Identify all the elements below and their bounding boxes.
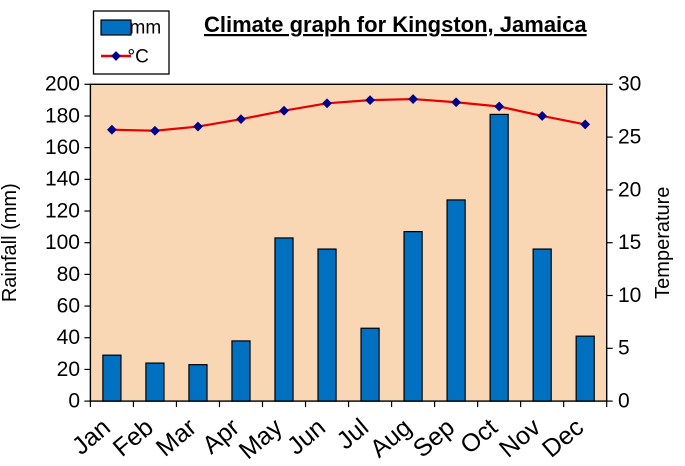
svg-text:Climate graph for Kingston, Ja: Climate graph for Kingston, Jamaica <box>204 12 587 37</box>
svg-text:20: 20 <box>618 178 641 201</box>
svg-text:mm: mm <box>130 18 162 39</box>
svg-text:120: 120 <box>45 199 80 222</box>
svg-text:25: 25 <box>618 126 641 149</box>
svg-text:140: 140 <box>45 168 80 191</box>
svg-text:Rainfall (mm): Rainfall (mm) <box>0 183 21 302</box>
svg-text:10: 10 <box>618 284 641 307</box>
svg-text:5: 5 <box>618 337 630 360</box>
svg-text:60: 60 <box>57 295 80 318</box>
svg-text:100: 100 <box>45 231 80 254</box>
svg-text:Temperature: Temperature <box>652 187 674 299</box>
svg-text:160: 160 <box>45 136 80 159</box>
svg-text:0: 0 <box>68 390 80 413</box>
svg-text:30: 30 <box>618 73 641 96</box>
svg-text:20: 20 <box>57 358 80 381</box>
svg-text:0: 0 <box>618 390 630 413</box>
svg-text:180: 180 <box>45 104 80 127</box>
svg-text:40: 40 <box>57 326 80 349</box>
svg-text:°C: °C <box>128 47 149 68</box>
svg-text:200: 200 <box>45 73 80 96</box>
svg-text:80: 80 <box>57 263 80 286</box>
svg-text:15: 15 <box>618 231 641 254</box>
